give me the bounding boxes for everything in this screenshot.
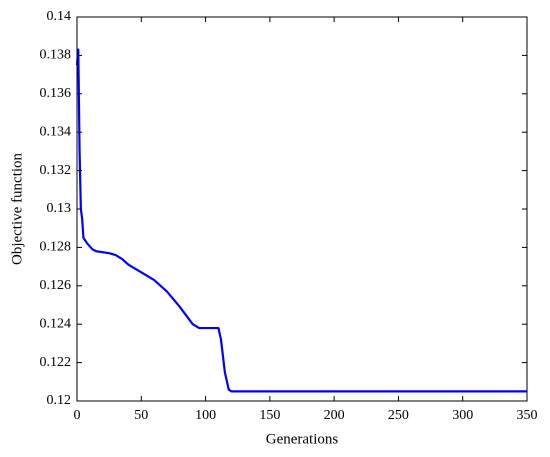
x-tick-label: 350 bbox=[517, 408, 538, 423]
y-axis-label: Objective function bbox=[9, 152, 25, 265]
y-tick-label: 0.134 bbox=[40, 124, 72, 139]
x-axis-label: Generations bbox=[266, 431, 339, 447]
y-tick-label: 0.136 bbox=[40, 86, 72, 101]
x-tick-label: 300 bbox=[452, 408, 473, 423]
plot-frame bbox=[76, 16, 528, 402]
x-tick-label: 250 bbox=[388, 408, 409, 423]
data-line bbox=[75, 48, 527, 393]
y-tick-label: 0.128 bbox=[40, 240, 72, 255]
y-tick-label: 0.12 bbox=[47, 393, 72, 408]
y-tick-label: 0.122 bbox=[40, 355, 72, 370]
x-tick-label: 150 bbox=[259, 408, 280, 423]
y-tick-label: 0.14 bbox=[47, 9, 72, 24]
x-tick-label: 0 bbox=[74, 408, 81, 423]
x-tick-label: 200 bbox=[324, 408, 345, 423]
y-tick-label: 0.132 bbox=[40, 163, 72, 178]
x-tick-label: 50 bbox=[134, 408, 148, 423]
y-tick-label: 0.126 bbox=[40, 278, 72, 293]
y-tick-label: 0.124 bbox=[40, 316, 72, 331]
x-tick-label: 100 bbox=[195, 408, 216, 423]
y-tick-label: 0.13 bbox=[47, 201, 72, 216]
y-tick-label: 0.138 bbox=[40, 48, 72, 63]
